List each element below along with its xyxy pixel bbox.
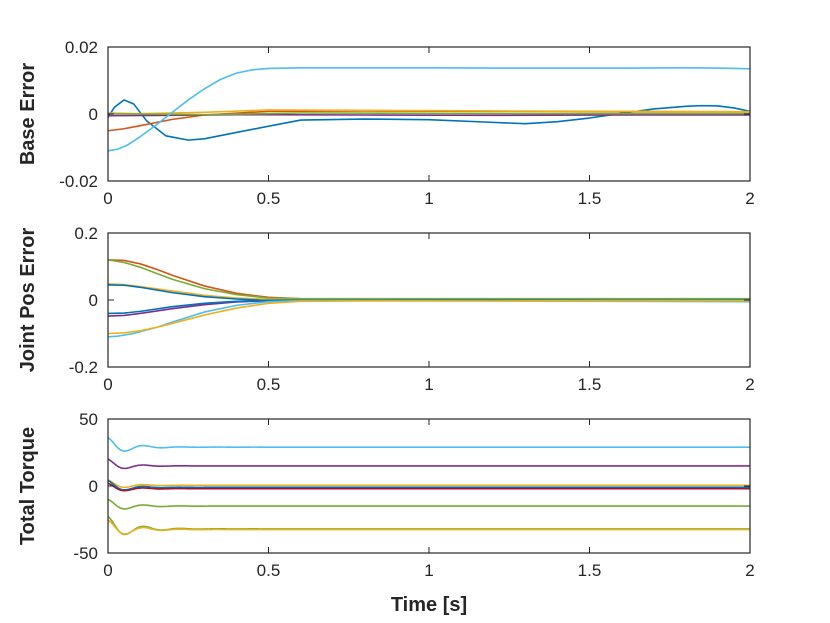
total-torque-series-line-5 <box>108 482 750 492</box>
total-torque-xtick-label: 1 <box>424 561 433 580</box>
total-torque-series-line-2 <box>108 458 750 470</box>
total-torque-series-line-8 <box>108 519 750 535</box>
total-torque-xtick-label: 0.5 <box>257 561 281 580</box>
base-error-ylabel: Base Error <box>17 63 39 165</box>
joint-pos-error-series-line-1 <box>108 259 750 301</box>
joint-pos-error-xtick-label: 2 <box>745 375 754 394</box>
total-torque-series-line-6 <box>108 498 750 510</box>
base-error-ytick-label: 0.02 <box>65 38 98 57</box>
base-error-series <box>108 66 750 152</box>
joint-pos-error-xtick-label: 0.5 <box>257 375 281 394</box>
joint-pos-error-series-line-7 <box>108 299 750 338</box>
base-error-xtick-label: 1 <box>424 189 433 208</box>
joint-pos-error-series-line-8 <box>108 299 750 335</box>
total-torque-series <box>108 437 750 536</box>
total-torque-ytick-label: -50 <box>73 544 98 563</box>
joint-pos-error-series <box>108 259 750 338</box>
joint-pos-error-series-line-6 <box>108 299 750 315</box>
total-torque-series-line-7 <box>108 516 750 536</box>
total-torque-series-line-1 <box>108 437 750 452</box>
base-error-series-line-4 <box>108 113 750 117</box>
joint-pos-error-ytick-label: 0.2 <box>74 224 98 243</box>
base-error-xtick-label: 0.5 <box>257 189 281 208</box>
joint-pos-error-ytick-label: 0 <box>89 291 98 310</box>
base-error-xtick-label: 2 <box>745 189 754 208</box>
joint-pos-error-panel: 0 0.5 1 1.5 2 -0.2 0 0.2 Joint Pos Error <box>17 224 755 394</box>
joint-pos-error-series-line-2 <box>108 259 750 300</box>
base-error-xtick-label: 0 <box>103 189 112 208</box>
total-torque-series-line-3 <box>108 479 750 489</box>
total-torque-xtick-label: 1.5 <box>578 561 602 580</box>
base-error-ytick-label: 0 <box>89 105 98 124</box>
base-error-series-line-6 <box>108 66 750 152</box>
joint-pos-error-xtick-label: 1.5 <box>578 375 602 394</box>
total-torque-ytick-label: 50 <box>79 410 98 429</box>
total-torque-xtick-label: 2 <box>745 561 754 580</box>
total-torque-series-line-4 <box>108 479 750 491</box>
total-torque-panel: 0 0.5 1 1.5 2 -50 0 50 Total Torque Time [s] <box>17 410 755 616</box>
base-error-ytick-label: -0.02 <box>59 172 98 191</box>
base-error-series-line-5 <box>108 112 750 116</box>
base-error-xtick-label: 1.5 <box>578 189 602 208</box>
base-error-series-line-1 <box>108 99 750 141</box>
total-torque-xtick-label: 0 <box>103 561 112 580</box>
joint-pos-error-ylabel: Joint Pos Error <box>17 228 39 373</box>
total-torque-xlabel: Time [s] <box>391 594 467 616</box>
joint-pos-error-xtick-label: 1 <box>424 375 433 394</box>
total-torque-ytick-label: 0 <box>89 477 98 496</box>
total-torque-ylabel: Total Torque <box>17 427 39 545</box>
joint-pos-error-xtick-label: 0 <box>103 375 112 394</box>
joint-pos-error-ytick-label: -0.2 <box>69 358 98 377</box>
base-error-panel: 0 0.5 1 1.5 2 -0.02 0 0.02 Base Error <box>17 38 755 208</box>
